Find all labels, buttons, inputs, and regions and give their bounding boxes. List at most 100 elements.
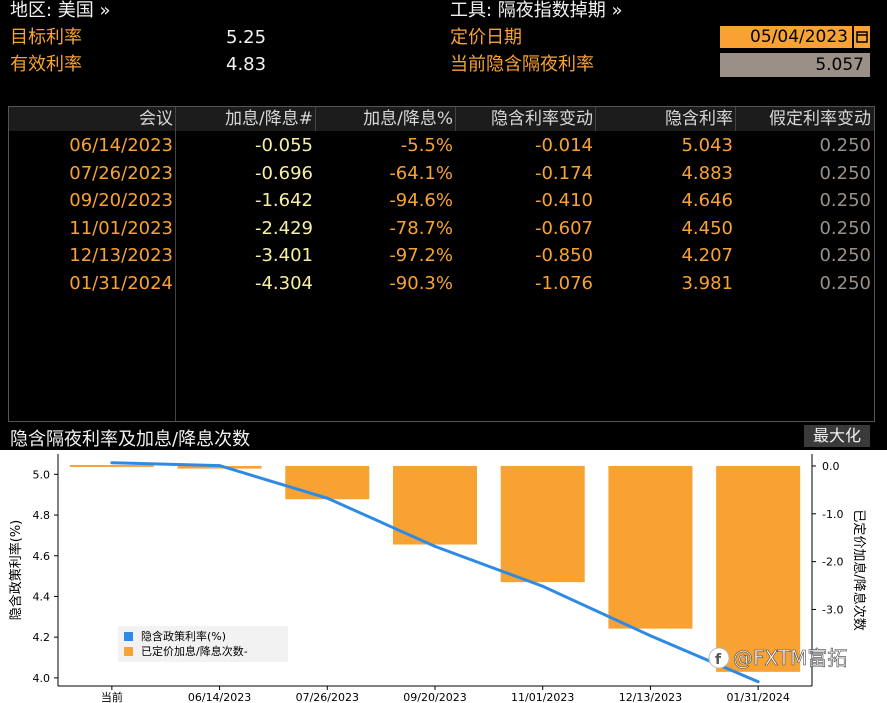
chart-title: 隐含隔夜利率及加息/降息次数 xyxy=(10,429,251,450)
table-header: 会议 加息/降息# 加息/降息% 隐含利率变动 隐含利率 假定利率变动 xyxy=(9,107,874,131)
x-tick-label: 12/13/2023 xyxy=(619,691,682,703)
table-cell: -78.7% xyxy=(389,217,453,239)
calendar-icon[interactable] xyxy=(853,26,870,48)
implied-rate-label: 当前隐含隔夜利率 xyxy=(450,54,594,75)
facebook-icon-glyph: f xyxy=(715,652,722,668)
column-header-assumed-change[interactable]: 假定利率变动 xyxy=(769,109,871,129)
region-selector[interactable]: 地区: 美国 » xyxy=(10,0,111,21)
legend-box xyxy=(118,626,288,662)
table-cell: 4.450 xyxy=(681,217,733,239)
y-tick-label: 4.4 xyxy=(33,590,51,603)
tool-selector[interactable]: 工具: 隔夜指数掉期 » xyxy=(450,0,623,21)
table-cell: -0.696 xyxy=(254,162,313,184)
maximize-button[interactable]: 最大化 xyxy=(804,425,870,447)
y2-tick-label: -3.0 xyxy=(822,603,843,616)
table-cell: 0.250 xyxy=(819,162,871,184)
column-header-implied-rate[interactable]: 隐含利率 xyxy=(665,109,733,129)
implied-rate-point xyxy=(541,584,545,588)
table-cell: -0.607 xyxy=(534,217,593,239)
bar xyxy=(392,465,478,545)
x-tick-label: 11/01/2023 xyxy=(511,691,574,703)
legend-swatch xyxy=(124,632,133,641)
column-header-hikes-pct[interactable]: 加息/降息% xyxy=(363,109,453,129)
x-tick-label: 当前 xyxy=(101,690,123,703)
meeting-date-cell[interactable]: 01/31/2024 xyxy=(69,272,173,294)
x-tick-label: 07/26/2023 xyxy=(296,691,359,703)
table-cell: -0.174 xyxy=(534,162,593,184)
table-cell: -2.429 xyxy=(254,217,313,239)
table-cell: 0.250 xyxy=(819,190,871,211)
table-cell: -1.076 xyxy=(534,272,593,294)
implied-rate-point xyxy=(218,464,222,468)
legend-label: 已定价加息/降息次数- xyxy=(141,644,248,658)
column-header-meeting[interactable]: 会议 xyxy=(139,109,173,129)
bar xyxy=(285,465,370,500)
table-cell: -5.5% xyxy=(400,135,453,156)
table-cell: 0.250 xyxy=(819,272,871,294)
table-cell: 0.250 xyxy=(819,135,871,156)
y2-tick-label: 0.0 xyxy=(822,460,840,473)
implied-rate-point xyxy=(648,634,652,638)
table-cell: -0.410 xyxy=(534,190,593,211)
table-cell: -3.401 xyxy=(254,245,313,266)
column-header-implied-change[interactable]: 隐含利率变动 xyxy=(491,109,593,129)
y2-tick-label: -1.0 xyxy=(822,508,843,521)
x-tick-label: 01/31/2024 xyxy=(726,691,789,703)
meetings-table: 会议 加息/降息# 加息/降息% 隐含利率变动 隐含利率 假定利率变动 06/1… xyxy=(8,106,875,422)
meeting-date-cell[interactable]: 07/26/2023 xyxy=(69,162,173,184)
watermark-text: @FXTM富拓 xyxy=(733,646,847,670)
facebook-icon xyxy=(708,647,730,669)
effective-rate-label: 有效利率 xyxy=(10,54,82,75)
y2-tick-label: -2.0 xyxy=(822,556,843,569)
implied-rate-point xyxy=(110,461,114,465)
table-cell: 0.250 xyxy=(819,245,871,266)
pricing-date-input[interactable]: 05/04/2023 xyxy=(720,26,852,48)
table-cell: -0.014 xyxy=(534,135,593,156)
effective-rate-value: 4.83 xyxy=(226,54,267,75)
bar xyxy=(69,464,154,467)
table-cell: 4.646 xyxy=(681,190,733,211)
legend-label: 隐含政策利率(%) xyxy=(141,629,226,643)
legend-swatch xyxy=(124,647,133,656)
table-cell: -1.642 xyxy=(254,190,313,211)
chart-legend: 隐含政策利率(%)已定价加息/降息次数- xyxy=(118,626,288,662)
table-cell: -94.6% xyxy=(389,190,453,211)
implied-rate-point xyxy=(325,496,329,500)
y-tick-label: 4.6 xyxy=(33,550,51,563)
meeting-date-cell[interactable]: 11/01/2023 xyxy=(69,217,173,239)
bar xyxy=(177,465,262,469)
x-tick-label: 09/20/2023 xyxy=(403,691,466,703)
meeting-date-cell[interactable]: 12/13/2023 xyxy=(69,245,173,266)
meeting-date-cell[interactable]: 09/20/2023 xyxy=(69,190,173,211)
y2-axis-label: 已定价加息/降息次数 xyxy=(851,509,867,630)
table-cell: -0.055 xyxy=(254,135,313,156)
table-cell: 4.883 xyxy=(681,162,733,184)
fxtm-watermark: f @FXTM富拓 xyxy=(708,646,848,670)
table-cell: -97.2% xyxy=(389,245,453,266)
x-tick-label: 06/14/2023 xyxy=(188,691,251,703)
table-cell: 3.981 xyxy=(681,272,733,294)
table-cell: -0.850 xyxy=(534,245,593,266)
table-cell: 4.207 xyxy=(681,245,733,266)
y-tick-label: 4.2 xyxy=(33,631,51,644)
bar xyxy=(500,465,585,583)
y-tick-label: 4.0 xyxy=(33,672,51,685)
implied-rate-point xyxy=(433,544,437,548)
meeting-date-cell[interactable]: 06/14/2023 xyxy=(69,135,173,156)
table-cell: -64.1% xyxy=(389,162,453,184)
y-tick-label: 4.8 xyxy=(33,509,51,522)
table-cell: -4.304 xyxy=(254,272,313,294)
target-rate-label: 目标利率 xyxy=(10,27,82,48)
target-rate-value: 5.25 xyxy=(226,27,267,48)
chart: 4.0 4.2 4.4 4.6 4.8 5.0 0.0 -1.0 -2.0 -3.0 隐含政策利率(… xyxy=(0,450,887,703)
pricing-date-label: 定价日期 xyxy=(450,27,522,48)
table-cell: -90.3% xyxy=(389,272,453,294)
table-cell: 0.250 xyxy=(819,217,871,239)
implied-rate-point xyxy=(756,680,760,684)
column-header-hikes-count[interactable]: 加息/降息# xyxy=(225,109,313,129)
table-cell: 5.043 xyxy=(681,135,733,156)
implied-rate-value: 5.057 xyxy=(720,53,870,77)
bar xyxy=(716,465,801,672)
y-axis-label: 隐含政策利率(%) xyxy=(8,520,24,621)
bar xyxy=(608,465,693,629)
